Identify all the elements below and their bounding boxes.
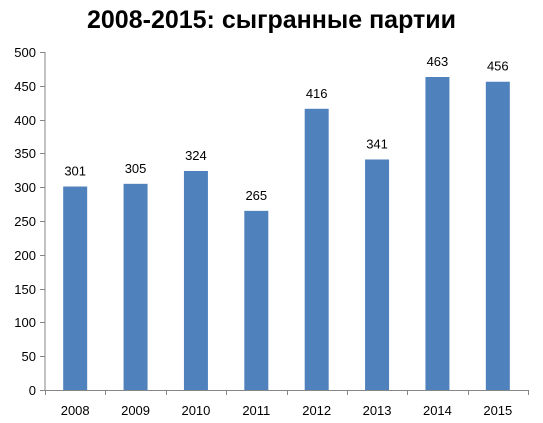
data-label: 324 (185, 148, 207, 163)
y-tick-label: 450 (14, 79, 36, 94)
y-tick-label: 400 (14, 113, 36, 128)
x-tick-label: 2012 (302, 403, 331, 418)
data-label: 301 (64, 164, 86, 179)
x-tick-label: 2015 (483, 403, 512, 418)
data-label: 341 (366, 136, 388, 151)
y-tick-label: 300 (14, 180, 36, 195)
y-tick-label: 200 (14, 248, 36, 263)
x-tick-label: 2014 (423, 403, 452, 418)
y-tick-label: 50 (22, 349, 36, 364)
y-tick-label: 350 (14, 146, 36, 161)
data-label: 305 (125, 161, 147, 176)
y-tick-label: 150 (14, 282, 36, 297)
data-label: 463 (427, 54, 449, 69)
x-tick-label: 2011 (242, 403, 270, 418)
bar-2009 (123, 183, 148, 390)
x-tick-label: 2010 (181, 403, 210, 418)
bar-2014 (425, 77, 450, 391)
bar-2010 (183, 170, 208, 390)
data-label: 265 (245, 188, 267, 203)
x-tick-label: 2008 (61, 403, 90, 418)
y-tick-label: 250 (14, 214, 36, 229)
bar-2012 (304, 108, 329, 390)
y-tick-label: 500 (14, 45, 36, 60)
data-label: 416 (306, 86, 328, 101)
bar-2015 (485, 81, 510, 390)
bar-2011 (244, 210, 269, 390)
x-tick-label: 2009 (121, 403, 150, 418)
bar-2013 (365, 159, 390, 390)
y-tick-label: 0 (29, 383, 36, 398)
x-tick-label: 2013 (363, 403, 392, 418)
y-tick-label: 100 (14, 315, 36, 330)
bar-2008 (63, 186, 88, 390)
data-label: 456 (487, 59, 509, 74)
chart-title: 2008-2015: сыгранные партии (87, 6, 456, 34)
